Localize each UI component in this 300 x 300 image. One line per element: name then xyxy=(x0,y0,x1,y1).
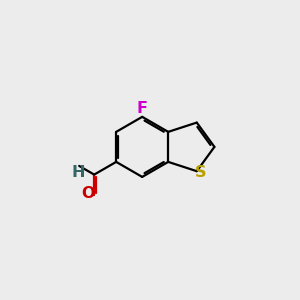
Text: O: O xyxy=(81,186,94,201)
Text: S: S xyxy=(195,165,207,180)
Text: H: H xyxy=(71,165,85,180)
Text: F: F xyxy=(137,101,148,116)
